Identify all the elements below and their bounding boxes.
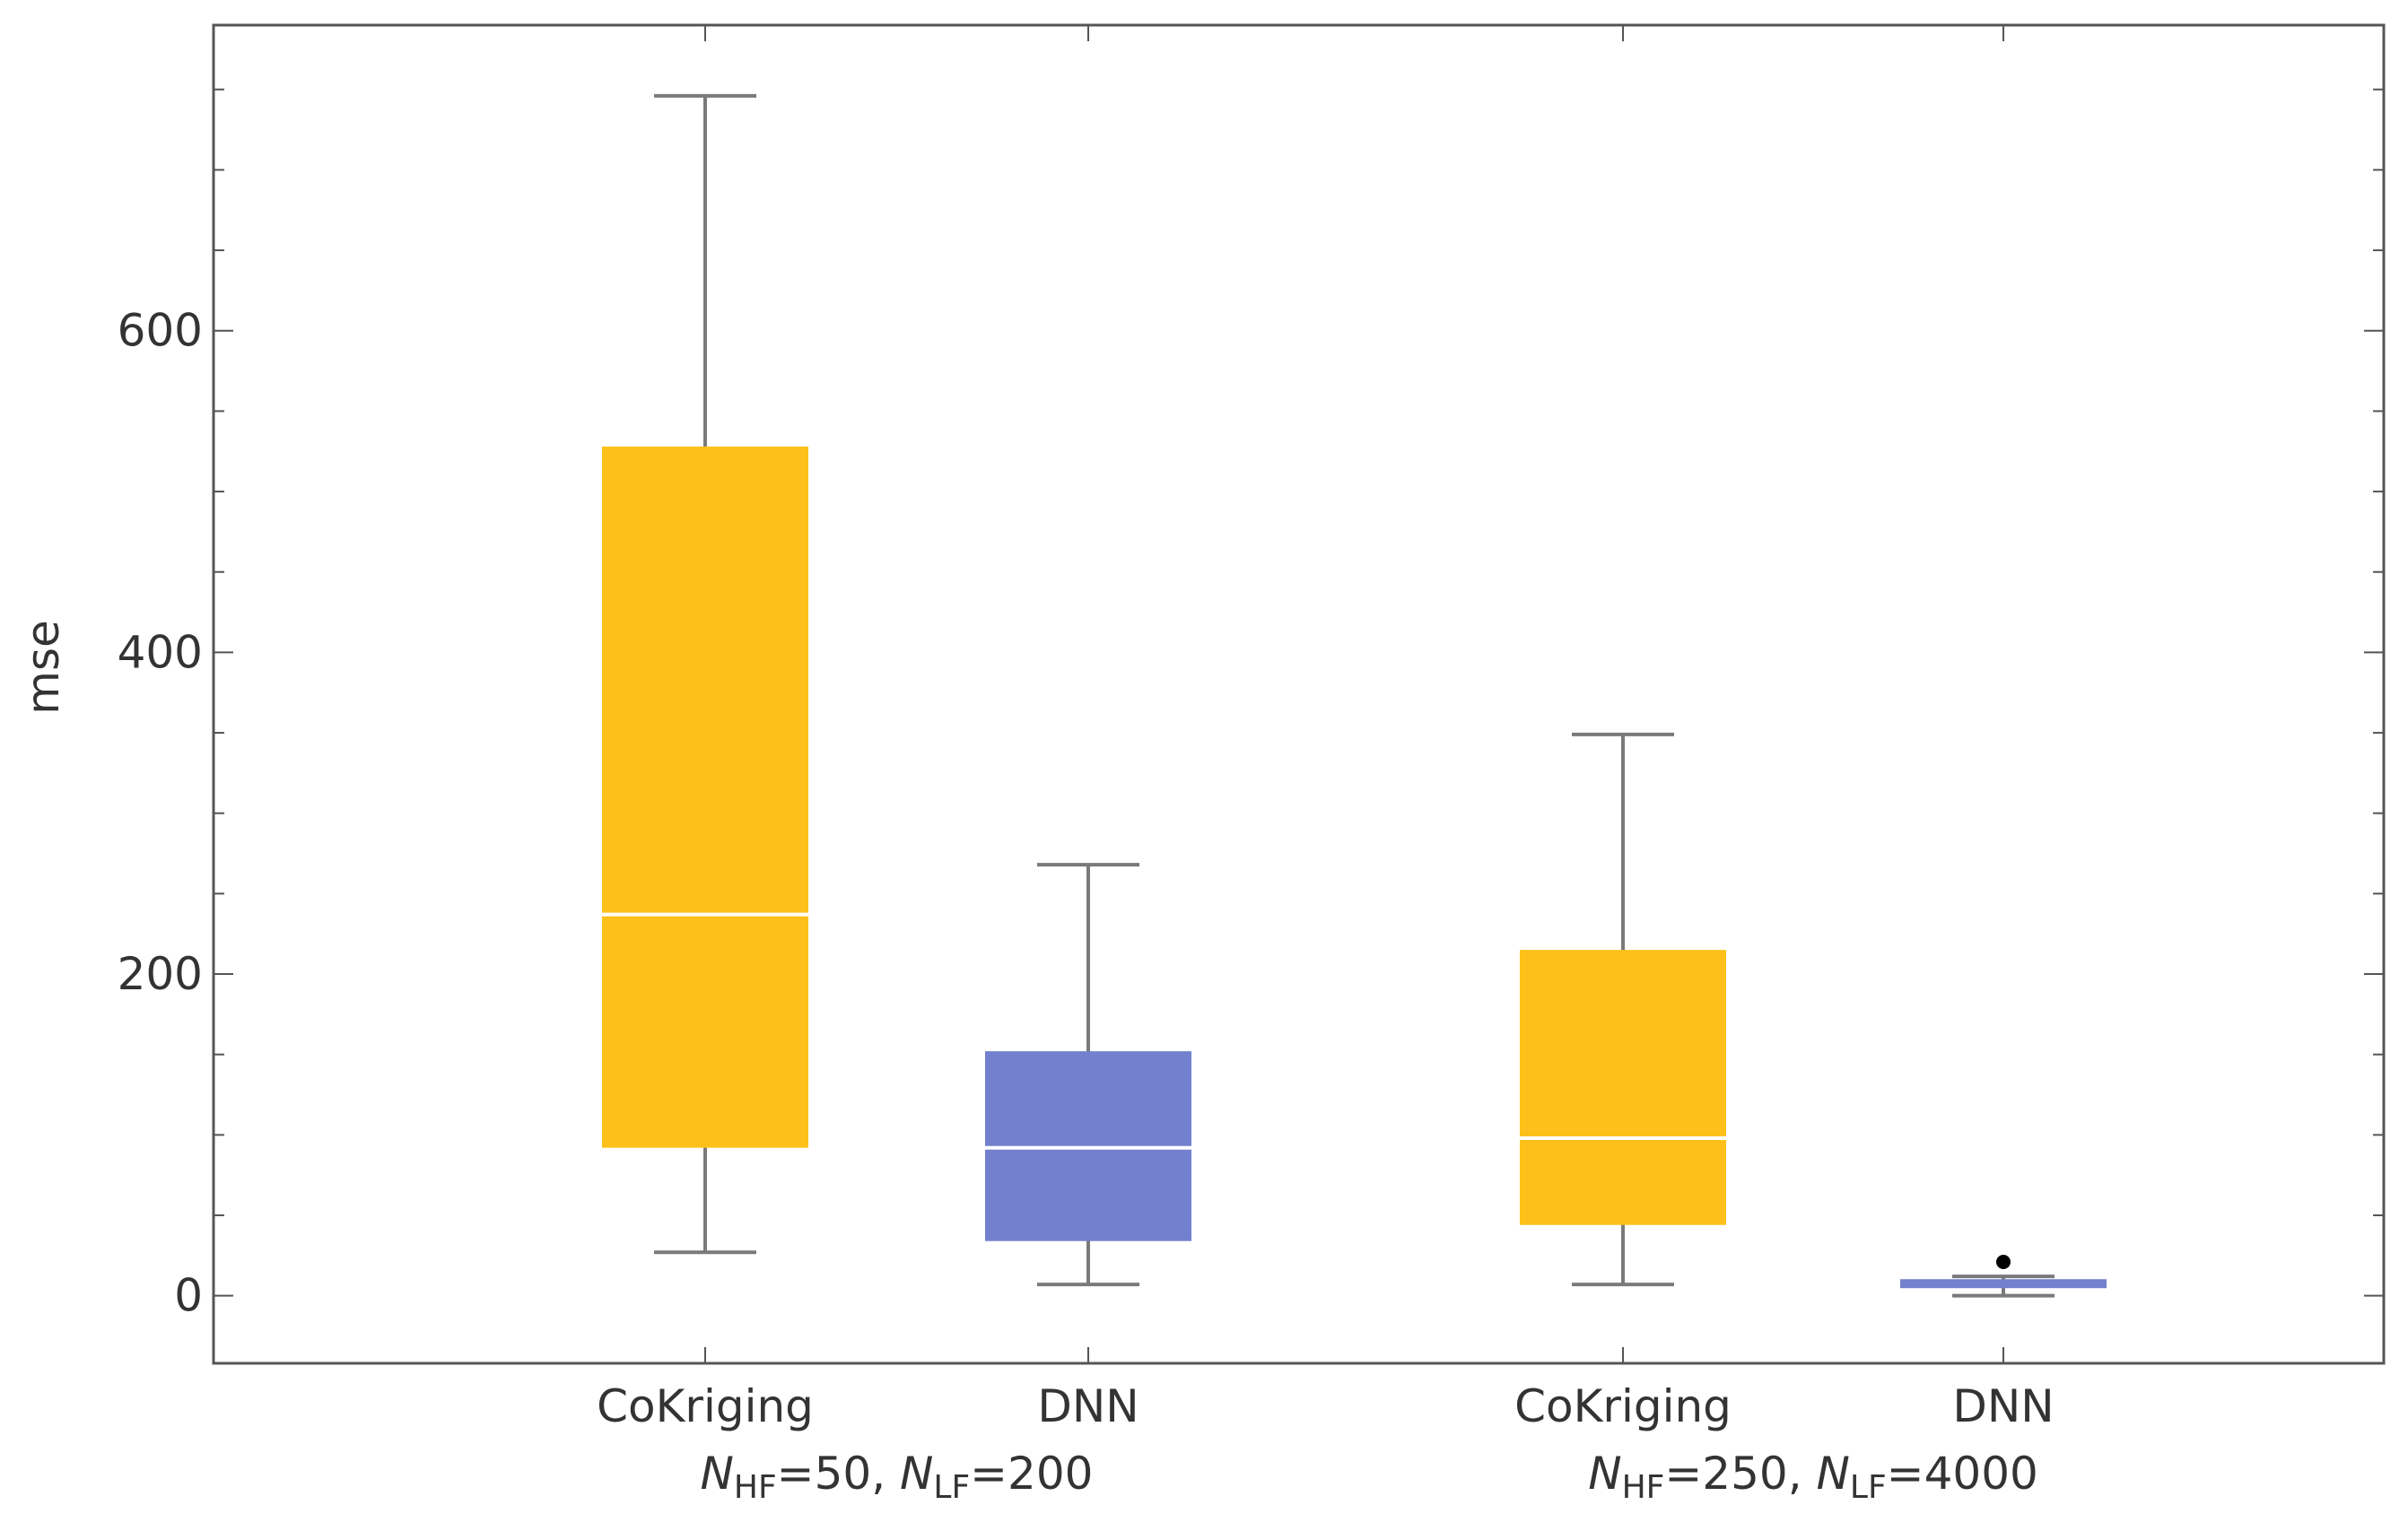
group-label-part: N — [700, 1448, 733, 1500]
y-tick-label: 200 — [118, 948, 203, 1000]
x-category-label: DNN — [1037, 1380, 1139, 1432]
group-label-part: =50, — [777, 1448, 900, 1500]
y-tick-label: 0 — [174, 1270, 203, 1322]
box-series — [602, 93, 2107, 1298]
plot-frame — [212, 23, 2386, 1365]
group-label: NHF=50, NLF=200 — [700, 1448, 1093, 1506]
y-axis-ticks: 0 200 400 600 — [118, 25, 2384, 1363]
outlier-point — [1996, 1255, 2011, 1270]
x-category-label: DNN — [1952, 1380, 2054, 1432]
x-category-label: CoKriging — [1514, 1380, 1732, 1432]
box-cokriging — [1520, 950, 1726, 1225]
box-dnn — [1900, 1279, 2107, 1289]
group-label-part: N — [900, 1448, 933, 1500]
x-category-label: CoKriging — [597, 1380, 814, 1432]
group-label: NHF=250, NLF=4000 — [1588, 1448, 2038, 1506]
group-label-part: N — [1588, 1448, 1621, 1500]
y-axis-title: mse — [17, 620, 69, 715]
group-label-part: N — [1817, 1448, 1850, 1500]
group-label-part: =200 — [970, 1448, 1093, 1500]
group-label-part: =250, — [1664, 1448, 1816, 1500]
group-label-part: HF — [1622, 1469, 1665, 1506]
group-label-part: LF — [1850, 1469, 1887, 1506]
group-label-part: HF — [734, 1469, 777, 1506]
y-tick-label: 400 — [118, 626, 203, 678]
y-tick-label: 600 — [118, 305, 203, 357]
box-cokriging — [602, 446, 808, 1148]
group-label-part: =4000 — [1887, 1448, 2038, 1500]
group-label-part: LF — [933, 1469, 970, 1506]
